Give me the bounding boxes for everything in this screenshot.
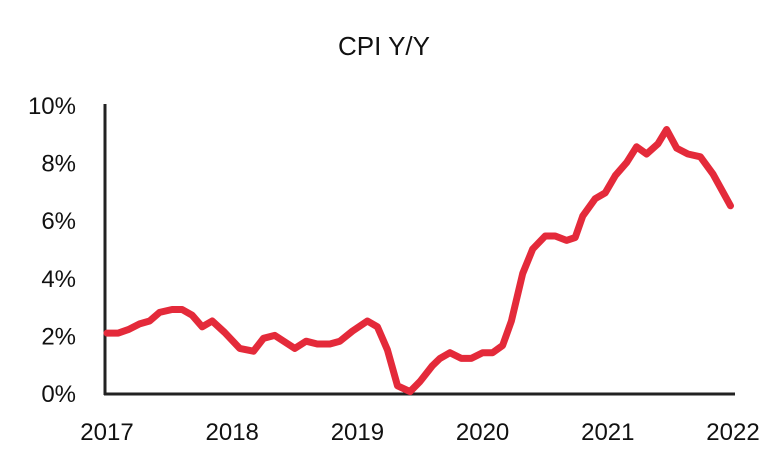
y-tick-label: 10% (28, 93, 76, 120)
y-tick-label: 6% (41, 208, 76, 235)
x-tick-label: 2022 (706, 419, 759, 446)
y-axis-ticks: 0% 2% 4% 6% 8% 10% (28, 93, 76, 408)
chart-title: CPI Y/Y (338, 31, 430, 61)
y-tick-label: 2% (41, 323, 76, 350)
x-tick-label: 2021 (581, 419, 634, 446)
x-tick-label: 2018 (206, 419, 259, 446)
cpi-series-line (103, 126, 734, 396)
y-tick-label: 0% (41, 381, 76, 408)
y-tick-label: 4% (41, 266, 76, 293)
x-tick-label: 2020 (456, 419, 509, 446)
x-tick-label: 2017 (80, 419, 133, 446)
x-axis-ticks: 2017 2018 2019 2020 2021 2022 (80, 419, 759, 446)
x-tick-label: 2019 (331, 419, 384, 446)
y-tick-label: 8% (41, 151, 76, 178)
